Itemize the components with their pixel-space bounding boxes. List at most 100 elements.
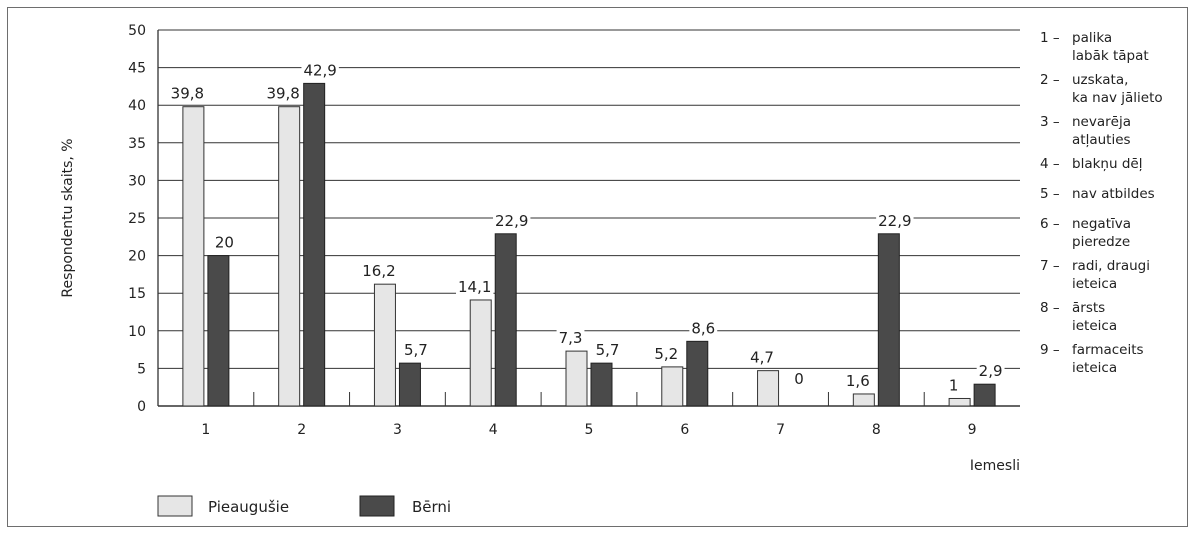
data-label-background [946,376,961,395]
bar-adults-7 [757,370,780,407]
data-label-children: 22,9 [495,212,528,230]
y-tick-label: 15 [128,286,146,302]
x-tick-label: 6 [680,422,689,438]
reason-number-5: 5 – [1040,186,1060,202]
reason-text-3: nevarēja [1072,114,1131,130]
reason-text-2: uzskata, [1072,72,1128,88]
reason-number-9: 9 – [1040,342,1060,358]
data-label-background [876,211,914,230]
x-tick-label: 2 [297,422,306,438]
reason-number-8: 8 – [1040,300,1060,316]
data-label-adults: 16,2 [362,262,395,280]
legend-label-adults: Pieaugušie [208,498,289,516]
y-tick-label: 5 [137,361,146,377]
x-tick-label: 1 [201,422,210,438]
x-tick-label: 4 [489,422,498,438]
y-axis-title: Respondentu skaits, % [60,138,76,297]
y-tick-label: 30 [128,173,146,189]
bar-children-5 [590,362,613,407]
data-label-adults: 5,2 [654,345,678,363]
bar-adults-9 [948,397,971,407]
x-tick-label: 5 [585,422,594,438]
data-label-background [593,341,622,360]
bar-adults-5 [565,350,588,407]
data-label-background [402,341,430,360]
data-label-background [792,370,806,388]
y-tick-label: 20 [128,249,146,265]
reason-text-6: negatīva [1072,216,1131,232]
data-label-background [652,344,681,363]
y-tick-label: 10 [128,324,146,340]
reason-number-7: 7 – [1040,258,1060,274]
data-label-children: 42,9 [303,61,336,79]
data-label-background [456,277,494,296]
reason-text-7: ieteica [1072,276,1117,292]
data-label-children: 20 [215,234,234,252]
y-tick-label: 45 [128,61,146,77]
data-label-background [493,211,531,230]
reason-text-7: radi, draugi [1072,258,1150,274]
bar-adults-8 [852,393,875,407]
reason-number-6: 6 – [1040,216,1060,232]
reason-text-4: blakņu dēļ [1072,156,1142,172]
bar-children-3 [398,362,421,407]
bar-adults-2 [278,106,301,407]
data-label-adults: 1 [949,376,959,394]
bar-children-1 [207,255,230,407]
data-label-background [212,233,236,252]
reason-text-6: pieredze [1072,234,1130,250]
y-tick-label: 40 [128,98,146,114]
bar-children-2 [303,82,326,407]
reason-text-5: nav atbildes [1072,186,1155,202]
bar-children-4 [494,233,517,407]
data-label-background [748,348,776,367]
reason-text-1: labāk tāpat [1072,48,1149,64]
y-tick-label: 25 [128,211,146,227]
reason-text-2: ka nav jālieto [1072,90,1163,106]
bar-children-8 [877,233,900,407]
bar-adults-6 [661,366,684,407]
data-label-adults: 39,8 [171,85,204,103]
data-label-background [689,319,718,338]
reason-number-3: 3 – [1040,114,1060,130]
reason-text-8: ieteica [1072,318,1117,334]
data-label-background [843,371,872,390]
data-label-background [301,61,339,80]
data-label-children: 8,6 [691,319,715,337]
data-label-background [264,84,302,103]
x-tick-label: 3 [393,422,402,438]
x-tick-label: 7 [776,422,785,438]
legend-swatch-children [359,495,395,517]
reason-number-2: 2 – [1040,72,1060,88]
data-label-children: 5,7 [404,341,428,359]
bar-adults-3 [373,283,396,407]
bar-children-6 [686,340,709,407]
data-label-adults: 1,6 [846,372,870,390]
x-axis-title: Iemesli [970,458,1020,474]
data-label-background [556,329,585,348]
reason-number-4: 4 – [1040,156,1060,172]
reason-text-8: ārsts [1072,300,1105,316]
reason-number-1: 1 – [1040,30,1060,46]
data-label-children: 5,7 [596,341,620,359]
bar-children-9 [973,383,996,407]
legend-swatch-adults [157,495,193,517]
data-label-background [360,262,398,281]
data-label-children: 2,9 [979,362,1003,380]
reason-text-9: farmaceits [1072,342,1144,358]
y-tick-label: 50 [128,23,146,39]
data-label-adults: 7,3 [559,329,583,347]
legend-label-children: Bērni [412,498,451,516]
x-tick-label: 8 [872,422,881,438]
data-label-background [168,84,207,103]
data-label-background [976,362,1005,381]
chart-frame [7,7,1188,527]
data-label-children: 22,9 [878,212,911,230]
data-label-adults: 14,1 [458,278,491,296]
reason-text-9: ieteica [1072,360,1117,376]
bar-adults-1 [182,106,205,407]
reason-text-1: palika [1072,30,1112,46]
data-label-adults: 39,8 [266,85,299,103]
data-label-children: 0 [794,370,804,388]
